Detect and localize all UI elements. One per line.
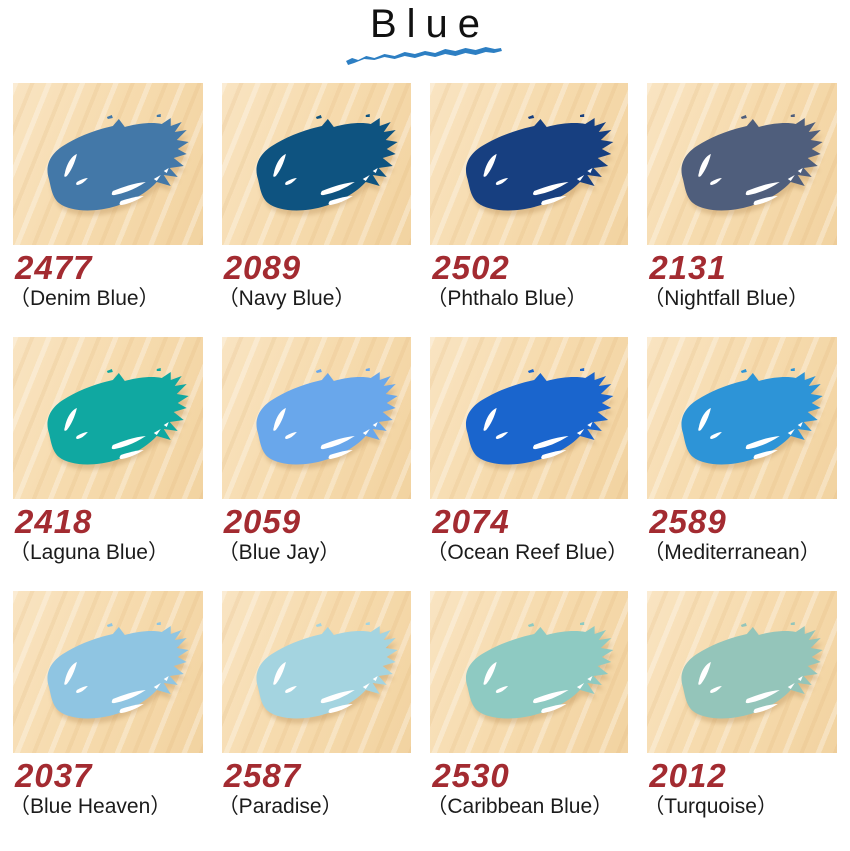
header: Blue (0, 0, 850, 80)
swatch-photo (221, 83, 412, 245)
swatch-card-turquoise: 2012 （Turquoise） (643, 591, 837, 819)
paint-smear (256, 622, 399, 723)
paint-smear (466, 114, 615, 215)
paint-smear (256, 114, 399, 215)
swatch-card-navy-blue: 2089 （Navy Blue） (218, 83, 412, 311)
swatch-code: 2131 (649, 249, 727, 286)
swatch-name: （Paradise） (217, 795, 343, 818)
swatch-photo (13, 83, 203, 245)
swatch-photo (13, 337, 203, 499)
paint-smear (47, 368, 190, 469)
swatch-code: 2418 (15, 503, 93, 540)
swatch-code: 2037 (15, 757, 93, 794)
swatch-photo (221, 591, 412, 753)
swatch-card-denim-blue: 2477 （Denim Blue） (9, 83, 203, 311)
swatch-name: （Laguna Blue） (9, 541, 169, 564)
swatch-photo (430, 337, 629, 499)
swatch-code: 2589 (649, 503, 727, 540)
swatch-name: （Nightfall Blue） (643, 287, 810, 310)
crayon-stroke-path (346, 47, 502, 65)
swatch-card-caribbean-blue: 2530 （Caribbean Blue） (426, 591, 629, 819)
swatch-card-paradise: 2587 （Paradise） (218, 591, 412, 819)
swatch-card-blue-heaven: 2037 （Blue Heaven） (9, 591, 203, 819)
swatch-grid: 2477 （Denim Blue） 2089 （Navy Blue） 2502 … (0, 80, 850, 819)
swatch-name: （Blue Jay） (217, 541, 341, 564)
swatch-name: （Phthalo Blue） (426, 287, 588, 310)
crayon-underline-stroke (346, 47, 502, 65)
paint-smear (466, 622, 615, 723)
swatch-code: 2059 (223, 503, 302, 540)
swatch-name: （Caribbean Blue） (426, 795, 614, 818)
swatch-card-laguna-blue: 2418 （Laguna Blue） (9, 337, 203, 565)
swatch-code: 2074 (432, 503, 510, 540)
swatch-code: 2477 (15, 249, 93, 286)
swatch-name: （Mediterranean） (643, 541, 821, 564)
paint-smear (47, 114, 190, 215)
swatch-card-nightfall-blue: 2131 （Nightfall Blue） (643, 83, 837, 311)
swatch-name: （Ocean Reef Blue） (426, 541, 629, 564)
swatch-photo (430, 83, 629, 245)
paint-smear (682, 368, 825, 469)
swatch-photo (13, 591, 203, 753)
swatch-card-ocean-reef-blue: 2074 （Ocean Reef Blue） (426, 337, 629, 565)
swatch-code: 2502 (432, 249, 510, 286)
page-title: Blue (369, 2, 491, 46)
swatch-photo (647, 83, 837, 245)
swatch-name: （Denim Blue） (9, 287, 160, 310)
swatch-photo (430, 591, 629, 753)
paint-smear (47, 622, 190, 723)
paint-smear (256, 368, 399, 469)
paint-smear (682, 622, 825, 723)
swatch-code: 2089 (223, 249, 302, 286)
swatch-name: （Blue Heaven） (9, 795, 172, 818)
swatch-code: 2530 (432, 757, 510, 794)
swatch-photo (647, 591, 837, 753)
paint-smear (466, 368, 615, 469)
swatch-card-blue-jay: 2059 （Blue Jay） (218, 337, 412, 565)
swatch-card-phthalo-blue: 2502 （Phthalo Blue） (426, 83, 629, 311)
swatch-photo (647, 337, 837, 499)
swatch-name: （Turquoise） (643, 795, 778, 818)
swatch-name: （Navy Blue） (217, 287, 356, 310)
swatch-card-mediterranean: 2589 （Mediterranean） (643, 337, 837, 565)
swatch-photo (221, 337, 412, 499)
paint-smear (682, 114, 825, 215)
swatch-code: 2012 (649, 757, 727, 794)
swatch-code: 2587 (223, 757, 302, 794)
